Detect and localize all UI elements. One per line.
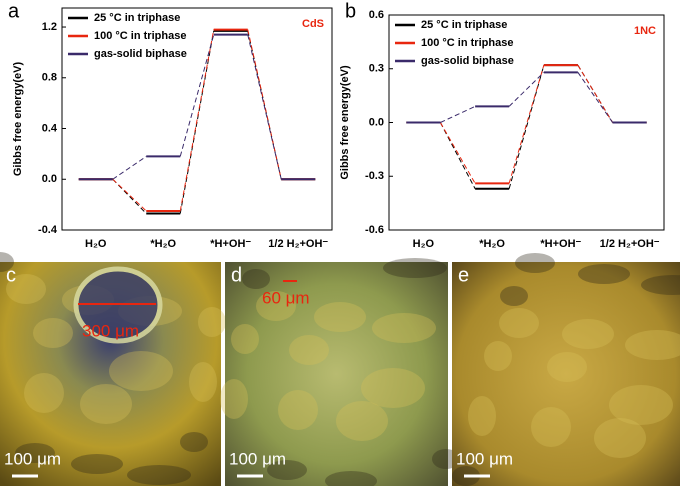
- connector: [508, 65, 545, 184]
- texture: [109, 351, 173, 391]
- micrograph: [452, 262, 680, 486]
- x-tick-label: *H₂O: [150, 238, 176, 250]
- y-tick-label: -0.4: [38, 224, 58, 236]
- y-tick-label: 0.8: [42, 72, 57, 84]
- x-tick-label: H₂O: [413, 238, 435, 250]
- connector: [508, 65, 545, 189]
- texture: [515, 253, 555, 273]
- panel-label: a: [8, 0, 20, 22]
- connector: [247, 34, 282, 180]
- x-tick-label: 1/2 H₂+OH⁻: [600, 238, 660, 250]
- texture: [383, 258, 447, 278]
- texture: [609, 385, 673, 425]
- connector: [508, 71, 545, 107]
- connector: [112, 178, 147, 212]
- texture: [594, 418, 646, 458]
- x-tick-label: *H+OH⁻: [540, 238, 581, 250]
- texture: [15, 443, 55, 463]
- texture: [547, 352, 587, 382]
- texture: [80, 384, 132, 424]
- x-tick-label: H₂O: [85, 238, 107, 250]
- micrograph: [225, 262, 448, 486]
- connector: [247, 29, 282, 180]
- texture: [71, 454, 123, 474]
- connector: [179, 34, 215, 157]
- connector: [439, 122, 476, 184]
- texture: [0, 252, 14, 272]
- y-axis-label: Gibbs free energy(eV): [339, 65, 351, 180]
- texture: [180, 432, 208, 452]
- measure-label: 60 μm: [262, 288, 310, 307]
- texture: [267, 460, 307, 480]
- y-tick-label: 0.0: [369, 116, 384, 128]
- panel-label: b: [345, 0, 356, 22]
- connector: [112, 178, 147, 214]
- texture: [578, 264, 630, 284]
- texture: [325, 471, 377, 486]
- annotation: 1NC: [634, 25, 656, 37]
- legend-label: gas-solid biphase: [94, 48, 187, 60]
- x-tick-label: *H₂O: [479, 238, 505, 250]
- texture: [24, 373, 64, 413]
- connector: [577, 72, 614, 123]
- annotation: CdS: [302, 18, 324, 30]
- connector: [112, 156, 147, 180]
- texture: [500, 286, 528, 306]
- texture: [336, 401, 388, 441]
- texture: [6, 274, 46, 304]
- connector: [179, 29, 215, 212]
- panel-label: e: [458, 264, 469, 286]
- y-tick-label: 1.2: [42, 21, 57, 33]
- x-tick-label: *H+OH⁻: [210, 238, 251, 250]
- texture: [499, 308, 539, 338]
- scale-label: 100 μm: [456, 449, 513, 468]
- texture: [198, 307, 226, 337]
- texture: [314, 302, 366, 332]
- texture: [231, 324, 259, 354]
- x-tick-label: 1/2 H₂+OH⁻: [268, 238, 328, 250]
- y-tick-label: -0.6: [365, 224, 384, 236]
- panel-label: c: [6, 264, 16, 286]
- texture: [372, 313, 436, 343]
- measure-label: 300 μm: [82, 321, 139, 340]
- panel-label: d: [231, 264, 242, 286]
- texture: [33, 318, 73, 348]
- texture: [361, 368, 425, 408]
- connector: [440, 105, 476, 123]
- texture: [562, 319, 614, 349]
- legend-label: 25 °C in triphase: [421, 19, 507, 31]
- legend-label: 100 °C in triphase: [94, 30, 186, 42]
- legend-label: 100 °C in triphase: [421, 37, 513, 49]
- texture: [531, 407, 571, 447]
- texture: [641, 275, 680, 295]
- texture: [189, 362, 217, 402]
- y-tick-label: 0.6: [369, 9, 384, 21]
- scale-label: 100 μm: [229, 449, 286, 468]
- y-axis-label: Gibbs free energy(eV): [12, 62, 24, 177]
- texture: [127, 465, 191, 485]
- texture: [256, 291, 296, 321]
- y-tick-label: -0.3: [365, 170, 384, 182]
- connector: [577, 64, 614, 123]
- texture: [220, 379, 248, 419]
- y-tick-label: 0.0: [42, 173, 57, 185]
- legend-label: gas-solid biphase: [421, 55, 514, 67]
- texture: [468, 396, 496, 436]
- plot-frame: [61, 7, 333, 231]
- texture: [242, 269, 270, 289]
- legend-label: 25 °C in triphase: [94, 12, 180, 24]
- texture: [289, 335, 329, 365]
- texture: [278, 390, 318, 430]
- y-tick-label: 0.3: [369, 63, 384, 75]
- texture: [625, 330, 680, 360]
- scale-label: 100 μm: [4, 449, 61, 468]
- texture: [484, 341, 512, 371]
- y-tick-label: 0.4: [42, 122, 58, 134]
